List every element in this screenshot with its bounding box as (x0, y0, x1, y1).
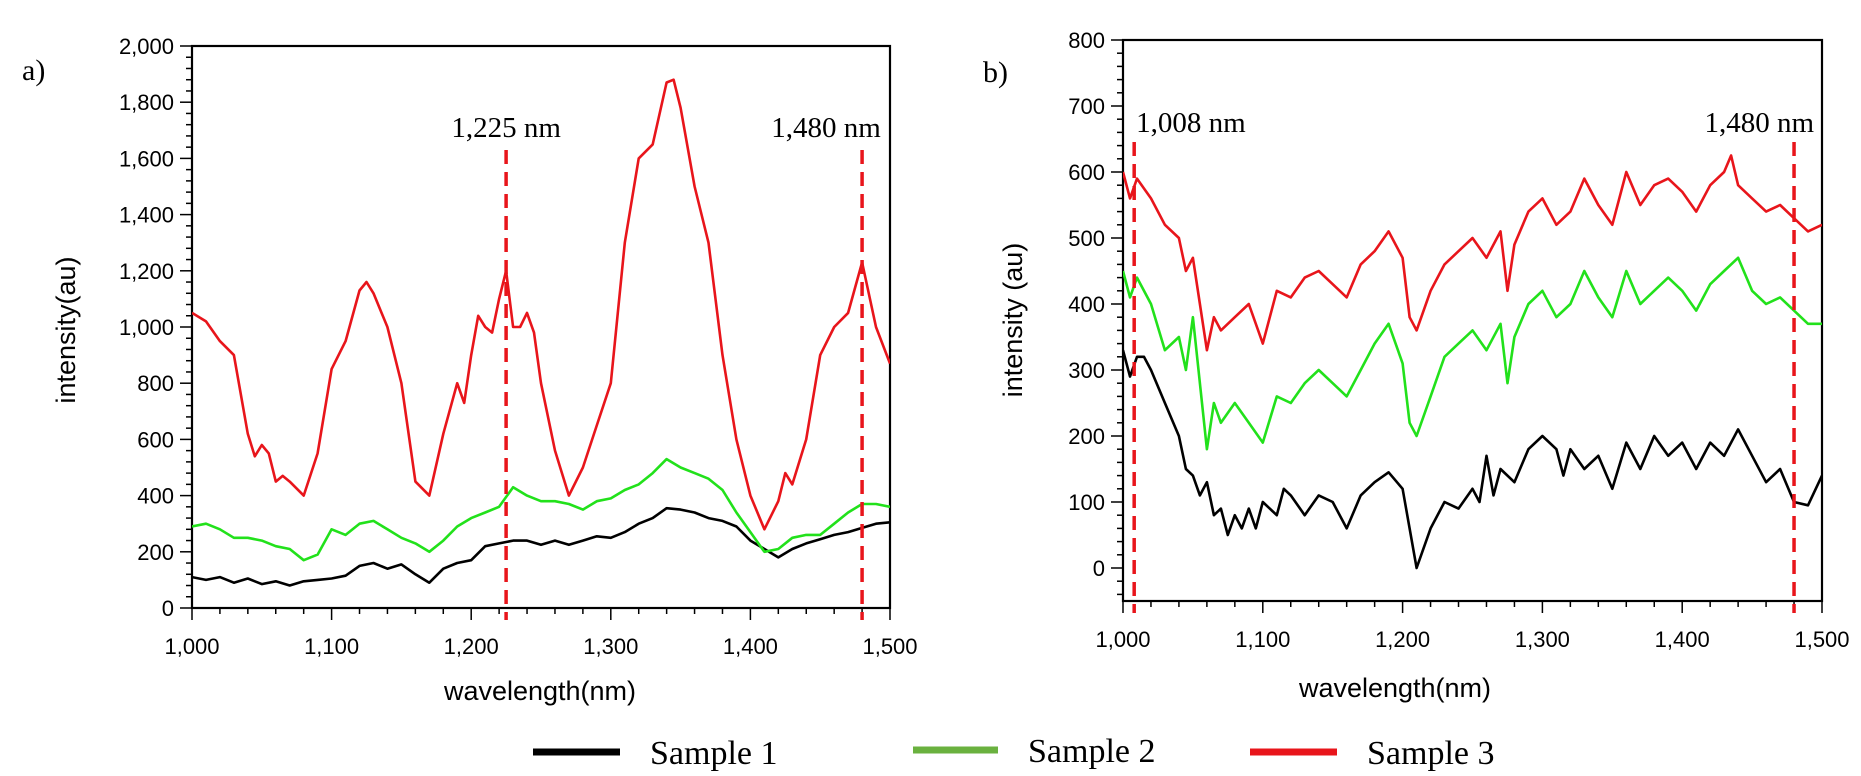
panel-b-x-tick-label: 1,300 (1515, 627, 1570, 652)
panel-b-plot-area: 0 100 200 300 400 500 600 700 800 1,000 1,100 1,200… (1068, 28, 1849, 652)
panel-b-series-sample-2-line (1123, 256, 1822, 451)
panel-a-y-tick-label: 600 (137, 427, 174, 452)
panel-a-marker-label-2: 1,480 nm (771, 112, 881, 144)
legend: Sample 1 Sample 2 Sample 3 (533, 733, 1494, 772)
panel-a-y-axis-title: intensity(au) (51, 256, 81, 403)
panel-a-x-tick-label: 1,000 (164, 634, 219, 659)
panel-b-y-tick-label: 600 (1068, 160, 1105, 185)
panel-b-label: b) (983, 56, 1008, 89)
panel-b-x-tick-label: 1,400 (1655, 627, 1710, 652)
panel-a-y-tick-label: 1,800 (119, 90, 174, 115)
panel-b-x-tick-label: 1,000 (1095, 627, 1150, 652)
panel-a-y-tick-label: 400 (137, 484, 174, 509)
panel-a-plot-area: 0 200 400 600 800 1,000 1,200 1,400 1,600 1,800 2,… (119, 34, 918, 659)
panel-a-y-tick-label: 0 (162, 596, 174, 621)
panel-b-y-tick-label: 0 (1093, 556, 1105, 581)
panel-a-y-tick-label: 1,200 (119, 259, 174, 284)
panel-b-y-tick-label: 400 (1068, 292, 1105, 317)
legend-label-sample-2: Sample 2 (1028, 733, 1155, 770)
panel-b-marker-label-2: 1,480 nm (1704, 107, 1814, 139)
panel-a-series-sample-3-line (192, 78, 890, 531)
panel-b-y-tick-label: 200 (1068, 424, 1105, 449)
panel-b-y-tick-label: 500 (1068, 226, 1105, 251)
panel-b: b) wavelength(nm) intensity (au) 0 100 200… (983, 28, 1850, 703)
panel-a-y-tick-label: 2,000 (119, 34, 174, 59)
panel-b-x-axis-title: wavelength(nm) (1298, 673, 1491, 703)
panel-a-marker-label-1: 1,225 nm (451, 112, 561, 144)
panel-b-series-sample-1-line (1123, 349, 1822, 570)
panel-b-x-tick-label: 1,200 (1375, 627, 1430, 652)
panel-a-y-tick-label: 1,000 (119, 315, 174, 340)
panel-a-x-tick-label: 1,100 (304, 634, 359, 659)
panel-b-x-tick-label: 1,100 (1235, 627, 1290, 652)
panel-a: a) wavelength(nm) intensity(au) 0 200 400 6… (22, 34, 918, 706)
panel-a-y-tick-label: 1,600 (119, 146, 174, 171)
panel-b-y-tick-label: 300 (1068, 358, 1105, 383)
panel-b-series-sample-3-line (1123, 154, 1822, 352)
panel-b-x-tick-label: 1,500 (1794, 627, 1849, 652)
panel-a-x-axis-title: wavelength(nm) (443, 676, 636, 706)
panel-a-x-tick-label: 1,400 (723, 634, 778, 659)
panel-a-x-tick-label: 1,200 (444, 634, 499, 659)
panel-a-series-sample-1-line (192, 506, 890, 587)
panel-a-x-tick-label: 1,500 (862, 634, 917, 659)
legend-label-sample-3: Sample 3 (1367, 735, 1494, 772)
panel-a-x-tick-label: 1,300 (583, 634, 638, 659)
panel-b-frame (1121, 38, 1824, 603)
legend-label-sample-1: Sample 1 (650, 735, 777, 772)
panel-b-marker-label-1: 1,008 nm (1136, 107, 1246, 139)
panel-a-y-tick-label: 800 (137, 371, 174, 396)
panel-b-y-tick-label: 100 (1068, 490, 1105, 515)
panel-b-y-tick-label: 700 (1068, 94, 1105, 119)
panel-a-label: a) (22, 54, 45, 87)
panel-a-y-tick-label: 1,400 (119, 203, 174, 228)
panel-b-y-tick-label: 800 (1068, 28, 1105, 53)
panel-a-y-tick-label: 200 (137, 540, 174, 565)
panel-a-series-sample-2-line (192, 457, 890, 562)
panel-b-y-axis-title: intensity (au) (998, 243, 1028, 398)
